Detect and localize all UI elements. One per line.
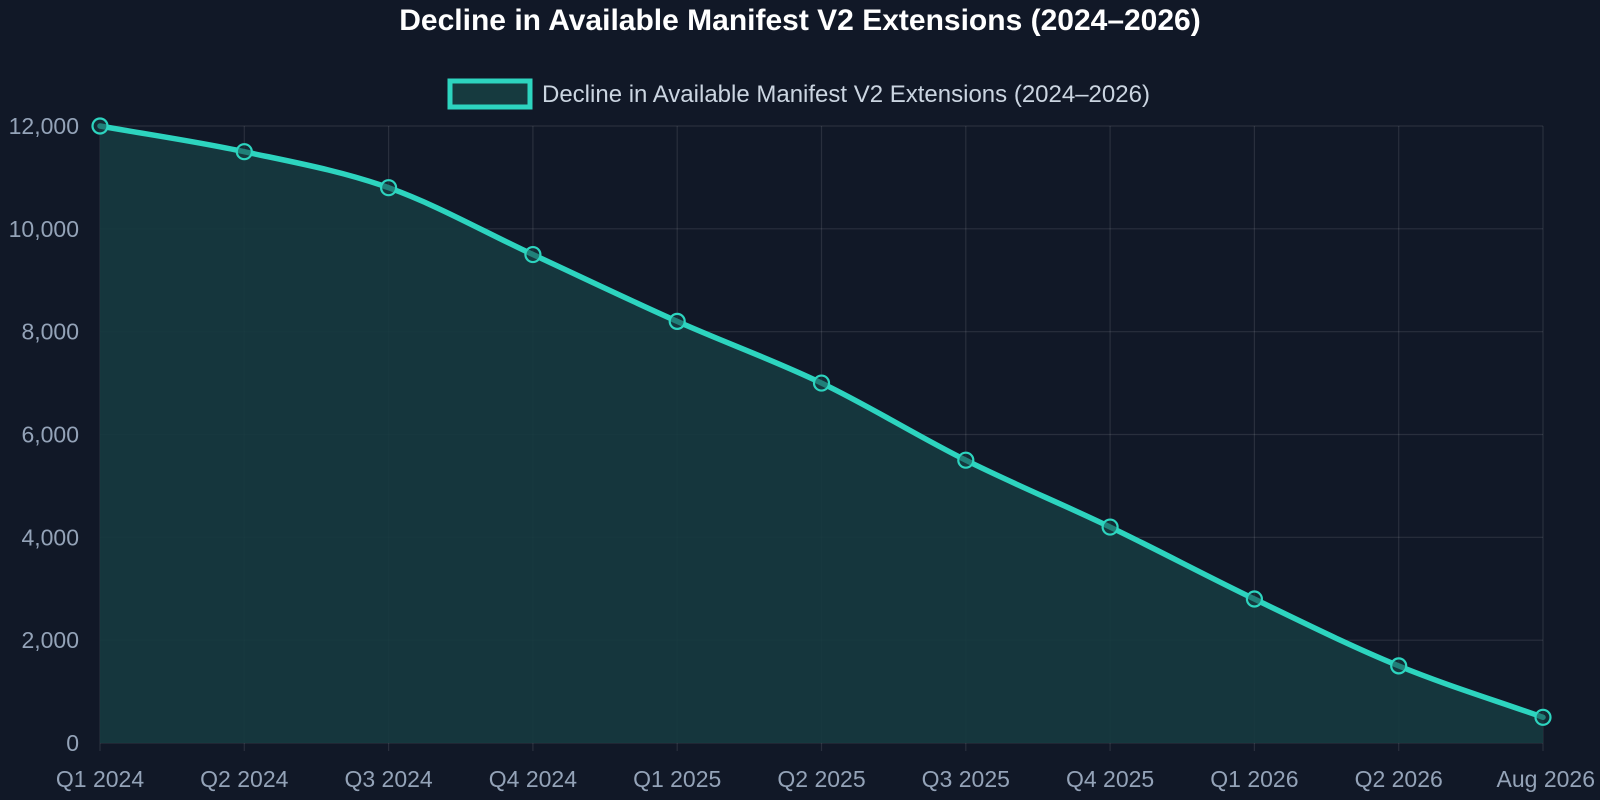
y-tick-label-6: 12,000 — [9, 113, 79, 139]
x-tick-label-9: Q2 2026 — [1355, 766, 1443, 792]
x-tick-label-7: Q4 2025 — [1066, 766, 1154, 792]
data-point-10[interactable] — [1534, 708, 1552, 726]
legend[interactable]: Decline in Available Manifest V2 Extensi… — [447, 78, 1150, 110]
data-point-8[interactable] — [1245, 590, 1264, 608]
legend-swatch — [447, 78, 533, 110]
x-tick-label-5: Q2 2025 — [777, 766, 865, 792]
y-tick-label-2: 4,000 — [21, 524, 79, 550]
data-point-4[interactable] — [668, 312, 686, 330]
data-point-2[interactable] — [380, 179, 398, 197]
area-fill — [100, 126, 1543, 743]
y-tick-label-3: 6,000 — [21, 422, 79, 448]
x-tick-label-3: Q4 2024 — [489, 766, 577, 792]
x-tick-label-0: Q1 2024 — [56, 766, 144, 792]
x-axis: Q1 2024 Q2 2024 Q3 2024 Q4 2024 Q1 2025 Q2 20… — [56, 766, 1595, 792]
x-tick-label-8: Q1 2026 — [1210, 766, 1298, 792]
y-tick-label-5: 10,000 — [9, 216, 79, 242]
data-point-3[interactable] — [524, 245, 542, 264]
y-tick-label-1: 2,000 — [21, 627, 79, 653]
x-tick-label-1: Q2 2024 — [200, 766, 288, 792]
legend-label: Decline in Available Manifest V2 Extensi… — [542, 81, 1150, 108]
x-tick-label-10: Aug 2026 — [1497, 766, 1595, 792]
data-point-9[interactable] — [1390, 657, 1408, 675]
data-point-6[interactable] — [957, 451, 975, 469]
data-point-5[interactable] — [812, 374, 831, 392]
x-tick-label-6: Q3 2025 — [922, 766, 1010, 792]
data-point-0[interactable] — [91, 117, 109, 135]
data-points — [91, 117, 1552, 726]
y-tick-label-4: 8,000 — [21, 319, 79, 345]
x-tick-label-4: Q1 2025 — [633, 766, 721, 792]
x-tick-label-2: Q3 2024 — [344, 766, 432, 792]
data-point-7[interactable] — [1101, 518, 1119, 536]
chart-title: Decline in Available Manifest V2 Extensi… — [399, 4, 1200, 37]
y-axis: 0 2,000 4,000 6,000 8,000 10,000 12,000 — [9, 113, 79, 756]
data-point-1[interactable] — [235, 143, 253, 161]
y-tick-label-0: 0 — [66, 730, 79, 756]
